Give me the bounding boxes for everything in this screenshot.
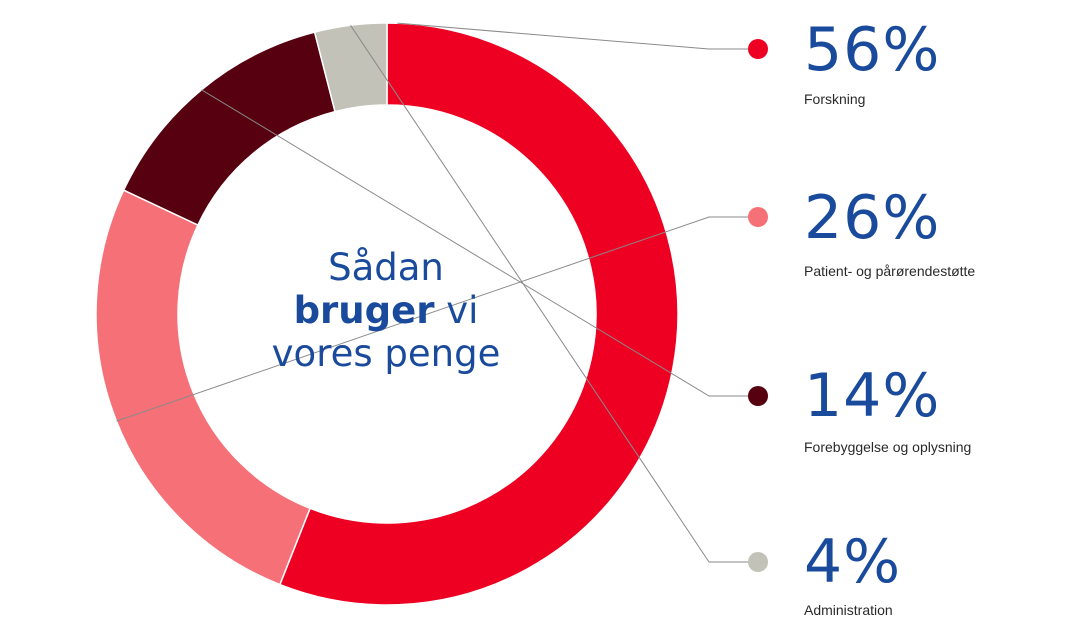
slice-patient bbox=[95, 189, 312, 586]
leader-line-forskning bbox=[397, 22, 758, 50]
title-word-vi: vi bbox=[446, 289, 479, 332]
legend-dot-forebyggelse bbox=[748, 386, 768, 406]
leader-line-patient bbox=[116, 216, 758, 422]
title-line-1: Sådan bbox=[328, 246, 444, 289]
leader-line-forebyggelse bbox=[201, 89, 758, 397]
legend-dot-patient bbox=[748, 207, 768, 227]
leader-lines bbox=[116, 22, 768, 572]
slice-administration bbox=[313, 22, 388, 113]
slice-value-patient: 26% bbox=[804, 183, 941, 253]
donut-slices bbox=[95, 22, 679, 606]
slice-forskning bbox=[278, 22, 679, 606]
slice-value-forskning: 56% bbox=[804, 15, 941, 85]
slice-label-administration: Administration bbox=[804, 602, 893, 618]
title-line-3: vores penge bbox=[271, 332, 501, 375]
slice-value-administration: 4% bbox=[804, 527, 902, 597]
leader-line-administration bbox=[350, 25, 758, 563]
legend-dot-forskning bbox=[748, 39, 768, 59]
title-bold-word: bruger bbox=[293, 289, 435, 332]
chart-title: Sådan bruger vi vores penge bbox=[236, 246, 536, 375]
slice-label-forebyggelse: Forebyggelse og oplysning bbox=[804, 439, 972, 455]
slice-label-forskning: Forskning bbox=[804, 91, 866, 107]
slice-forebyggelse bbox=[122, 31, 336, 227]
legend-dot-administration bbox=[748, 552, 768, 572]
slice-label-patient: Patient- og pårørendestøtte bbox=[804, 263, 976, 279]
slice-value-forebyggelse: 14% bbox=[804, 361, 941, 431]
